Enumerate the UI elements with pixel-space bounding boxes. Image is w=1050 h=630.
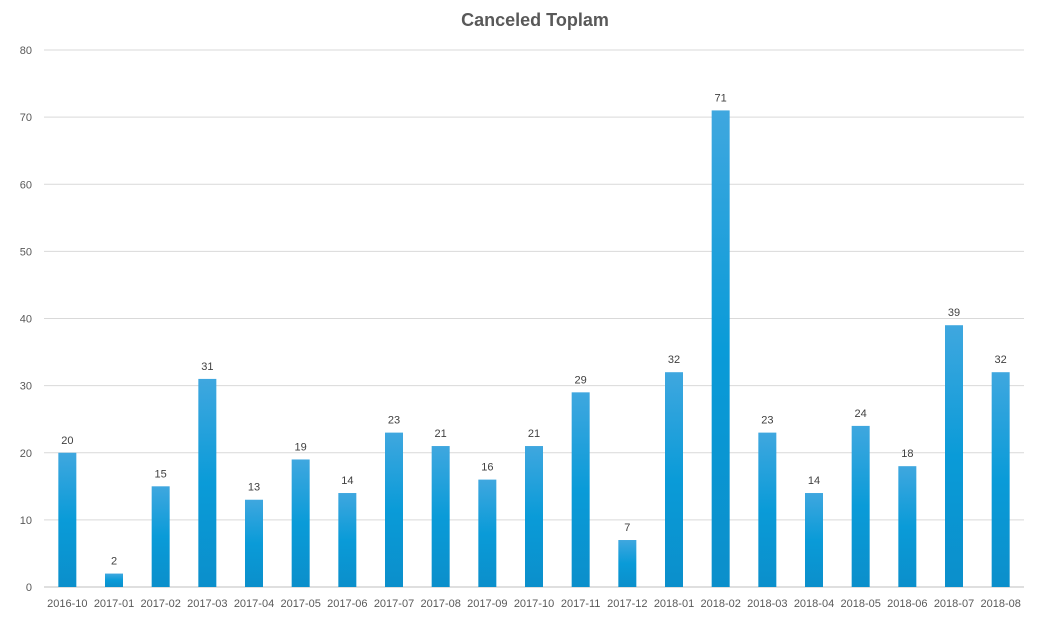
data-label-2018-07: 39 bbox=[948, 307, 960, 319]
bar-2017-05 bbox=[291, 459, 310, 587]
data-label-2017-01: 2 bbox=[111, 556, 117, 568]
x-tick-label-2018-05: 2018-05 bbox=[840, 598, 880, 610]
x-tick-label-2018-07: 2018-07 bbox=[934, 598, 974, 610]
data-label-2018-02: 71 bbox=[715, 92, 727, 104]
x-tick-label-2017-09: 2017-09 bbox=[467, 598, 507, 610]
y-tick-label: 0 bbox=[26, 582, 32, 594]
data-label-2017-04: 13 bbox=[248, 482, 260, 494]
bar-2017-04 bbox=[245, 499, 263, 587]
bar-2018-07 bbox=[945, 325, 963, 587]
bar-2017-12 bbox=[618, 540, 637, 587]
x-tick-label-2017-03: 2017-03 bbox=[187, 598, 227, 610]
bar-2018-04 bbox=[805, 493, 823, 587]
bar-2018-05 bbox=[851, 425, 870, 587]
bar-2016-10 bbox=[58, 452, 77, 587]
x-tick-label-2018-03: 2018-03 bbox=[747, 598, 787, 610]
bar-2018-06 bbox=[898, 466, 917, 587]
bar-2018-02 bbox=[711, 110, 730, 587]
data-label-2017-12: 7 bbox=[624, 522, 630, 534]
bar-2017-01 bbox=[105, 573, 123, 587]
y-tick-label: 70 bbox=[20, 112, 32, 124]
bar-2018-08 bbox=[991, 372, 1010, 587]
x-tick-label-2018-04: 2018-04 bbox=[794, 598, 834, 610]
x-tick-label-2018-02: 2018-02 bbox=[700, 598, 740, 610]
bar-2017-02 bbox=[151, 486, 170, 587]
data-label-2018-06: 18 bbox=[901, 448, 913, 460]
bar-2017-08 bbox=[431, 446, 450, 587]
x-tick-label-2017-01: 2017-01 bbox=[94, 598, 134, 610]
x-tick-label-2017-04: 2017-04 bbox=[234, 598, 274, 610]
x-tick-label-2016-10: 2016-10 bbox=[47, 598, 87, 610]
bar-2017-10 bbox=[525, 446, 543, 587]
bar-2017-03 bbox=[198, 378, 217, 587]
data-label-2018-01: 32 bbox=[668, 354, 680, 366]
bar-2018-03 bbox=[758, 432, 777, 587]
bar-2017-09 bbox=[478, 479, 497, 587]
data-label-2017-09: 16 bbox=[481, 462, 493, 474]
x-tick-label-2017-02: 2017-02 bbox=[140, 598, 180, 610]
y-tick-label: 10 bbox=[20, 515, 32, 527]
data-label-2018-03: 23 bbox=[761, 415, 773, 427]
y-tick-label: 60 bbox=[20, 179, 32, 191]
x-tick-label-2017-08: 2017-08 bbox=[420, 598, 460, 610]
x-tick-label-2018-06: 2018-06 bbox=[887, 598, 927, 610]
y-tick-label: 50 bbox=[20, 246, 32, 258]
data-label-2017-10: 21 bbox=[528, 428, 540, 440]
bar-2018-01 bbox=[665, 372, 683, 587]
data-label-2017-11: 29 bbox=[575, 374, 587, 386]
data-labels: 20 2 15 31 13 19 14 23 21 16 21 29 7 32 71 23 14 24 18 39 32 bbox=[61, 92, 1007, 567]
x-tick-label-2017-11: 2017-11 bbox=[561, 598, 601, 610]
x-tick-label-2017-05: 2017-05 bbox=[280, 598, 320, 610]
y-tick-label: 80 bbox=[20, 45, 32, 57]
x-tick-label-2017-06: 2017-06 bbox=[327, 598, 367, 610]
x-tick-label-2018-01: 2018-01 bbox=[654, 598, 694, 610]
y-tick-label: 30 bbox=[20, 381, 32, 393]
bar-2017-11 bbox=[571, 392, 590, 587]
data-label-2018-04: 14 bbox=[808, 475, 820, 487]
data-label-2017-07: 23 bbox=[388, 415, 400, 427]
bar-2017-06 bbox=[338, 493, 357, 587]
x-axis: 2016-10 2017-01 2017-02 2017-03 2017-04 2017-… bbox=[47, 598, 1021, 610]
data-label-2017-03: 31 bbox=[201, 361, 213, 373]
bar-2017-07 bbox=[385, 432, 403, 587]
x-tick-label-2018-08: 2018-08 bbox=[980, 598, 1020, 610]
y-tick-label: 40 bbox=[20, 314, 32, 326]
y-tick-label: 20 bbox=[20, 448, 32, 460]
data-label-2018-05: 24 bbox=[855, 408, 867, 420]
bars bbox=[58, 110, 1010, 587]
x-tick-label-2017-07: 2017-07 bbox=[374, 598, 414, 610]
x-tick-label-2017-12: 2017-12 bbox=[607, 598, 647, 610]
data-label-2017-06: 14 bbox=[341, 475, 353, 487]
chart-title: Canceled Toplam bbox=[461, 10, 609, 30]
y-axis: 0 10 20 30 40 50 60 70 80 bbox=[20, 45, 32, 594]
data-label-2016-10: 20 bbox=[61, 435, 73, 447]
data-label-2017-05: 19 bbox=[295, 441, 307, 453]
data-label-2018-08: 32 bbox=[995, 354, 1007, 366]
data-label-2017-08: 21 bbox=[435, 428, 447, 440]
data-label-2017-02: 15 bbox=[155, 468, 167, 480]
x-tick-label-2017-10: 2017-10 bbox=[514, 598, 554, 610]
